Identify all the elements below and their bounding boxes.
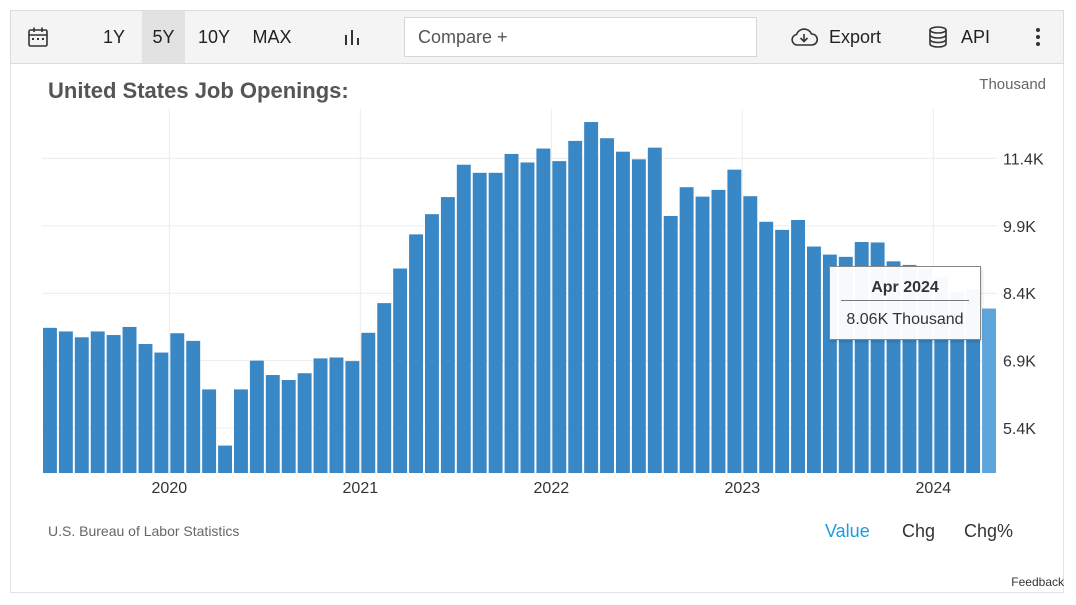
tooltip-value: 8.06K Thousand: [846, 311, 964, 328]
compare-input[interactable]: Compare +: [404, 17, 757, 57]
range-max-button[interactable]: MAX: [252, 26, 292, 47]
x-tick-label: 2023: [725, 480, 761, 497]
bar-2020-06[interactable]: [249, 360, 264, 473]
bar-2020-12[interactable]: [345, 361, 360, 473]
bar-2019-08[interactable]: [90, 331, 105, 473]
y-tick-label: 9.9K: [1003, 219, 1036, 236]
x-tick-label: 2024: [916, 480, 952, 497]
bar-2022-09[interactable]: [679, 187, 694, 473]
bar-2021-01[interactable]: [361, 332, 376, 473]
bar-2020-08[interactable]: [281, 379, 296, 473]
y-tick-label: 6.9K: [1003, 354, 1036, 371]
bar-2022-06[interactable]: [631, 159, 646, 473]
x-tick-label: 2020: [152, 480, 188, 497]
tooltip-divider: [841, 300, 969, 301]
bar-2020-04[interactable]: [218, 445, 232, 473]
bar-2022-04[interactable]: [600, 138, 614, 473]
bar-2020-10[interactable]: [313, 358, 328, 473]
bar-2021-06[interactable]: [440, 197, 455, 473]
bar-2021-04[interactable]: [409, 234, 423, 473]
view-chg-button[interactable]: Chg: [902, 521, 936, 541]
calendar-icon[interactable]: [23, 11, 53, 63]
bar-2022-08[interactable]: [663, 215, 678, 474]
bar-2022-02[interactable]: [568, 140, 583, 473]
bar-2020-05[interactable]: [234, 389, 248, 473]
cloud-download-icon: [789, 26, 819, 48]
x-tick-label: 2022: [534, 480, 570, 497]
bar-2020-07[interactable]: [265, 375, 280, 473]
source-label: U.S. Bureau of Labor Statistics: [48, 523, 240, 539]
bar-2022-10[interactable]: [695, 196, 710, 473]
bar-2022-01[interactable]: [552, 161, 567, 473]
bar-chart-icon[interactable]: [332, 11, 372, 63]
bar-2022-12[interactable]: [727, 169, 742, 473]
bar-2020-02[interactable]: [186, 340, 201, 473]
bar-2019-09[interactable]: [106, 335, 121, 473]
bar-2023-03[interactable]: [775, 229, 790, 473]
bar-2019-10[interactable]: [122, 326, 137, 473]
tooltip: Apr 2024 8.06K Thousand: [829, 266, 981, 340]
bar-2023-02[interactable]: [759, 221, 774, 473]
bar-2021-11[interactable]: [520, 162, 535, 473]
bar-2019-11[interactable]: [138, 344, 153, 473]
bar-2019-05[interactable]: [43, 327, 57, 473]
y-tick-label: 5.4K: [1003, 421, 1036, 438]
range-1y-button[interactable]: 1Y: [102, 26, 126, 47]
view-chgpct-button[interactable]: Chg%: [964, 521, 1014, 541]
bar-2022-11[interactable]: [711, 189, 726, 473]
bar-2021-05[interactable]: [425, 214, 439, 473]
bar-2020-11[interactable]: [329, 357, 344, 473]
bar-2022-05[interactable]: [616, 151, 630, 474]
api-label: API: [961, 26, 991, 47]
bar-2020-01[interactable]: [170, 333, 185, 473]
view-value-button[interactable]: Value: [825, 521, 870, 541]
y-tick-label: 8.4K: [1003, 286, 1036, 303]
more-vertical-icon[interactable]: [1025, 11, 1051, 63]
tooltip-date: Apr 2024: [871, 279, 939, 296]
y-tick-label: 11.4K: [1003, 151, 1044, 168]
bar-2021-09[interactable]: [488, 172, 503, 473]
bar-2021-03[interactable]: [393, 268, 408, 473]
range-5y-button[interactable]: 5Y: [142, 11, 185, 63]
chart-title: United States Job Openings:: [48, 78, 349, 103]
bar-2022-03[interactable]: [584, 122, 599, 473]
bar-2019-06[interactable]: [58, 331, 73, 473]
bar-2019-07[interactable]: [74, 337, 89, 473]
x-tick-label: 2021: [343, 480, 379, 497]
export-label: Export: [829, 26, 882, 47]
bar-2019-12[interactable]: [154, 352, 169, 473]
toolbar: 1Y 5Y 10Y MAX Compare + Export: [10, 10, 1064, 64]
bar-2023-01[interactable]: [743, 196, 758, 474]
bar-2020-09[interactable]: [297, 373, 312, 473]
bar-2021-10[interactable]: [504, 153, 519, 473]
bar-2021-02[interactable]: [377, 303, 392, 473]
bar-2020-03[interactable]: [202, 389, 217, 473]
bar-2024-04[interactable]: [982, 308, 996, 473]
feedback-link[interactable]: Feedback: [1011, 575, 1064, 589]
units-label: Thousand: [979, 76, 1046, 93]
bar-2021-07[interactable]: [456, 164, 471, 473]
bar-2021-08[interactable]: [472, 172, 487, 473]
range-10y-button[interactable]: 10Y: [197, 26, 231, 47]
api-button[interactable]: API: [927, 11, 1003, 63]
bar-2022-07[interactable]: [647, 147, 662, 473]
bar-2021-12[interactable]: [536, 148, 551, 473]
export-button[interactable]: Export: [789, 11, 893, 63]
bar-2023-05[interactable]: [807, 246, 821, 473]
database-icon: [927, 25, 949, 49]
bar-2023-04[interactable]: [791, 219, 805, 473]
